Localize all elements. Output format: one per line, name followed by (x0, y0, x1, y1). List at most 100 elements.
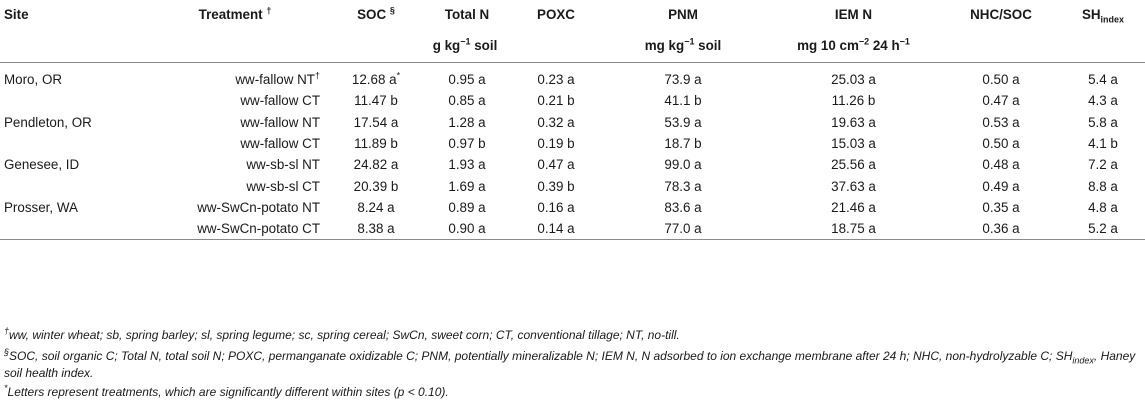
units-mg-per-area-time: mg 10 cm−2 24 h−1 (766, 28, 941, 63)
cell-total-n: 0.90 a (448, 221, 486, 237)
cell-soc: 12.68 a* (351, 70, 401, 88)
cell-site (0, 90, 150, 111)
cell-site (0, 175, 150, 196)
footnote-definitions: §SOC, soil organic C; Total N, total soi… (4, 347, 1136, 381)
cell-iem-n: 25.56 a (831, 157, 876, 173)
header-nhc-soc: NHC/SOC (970, 6, 1032, 22)
cell-poxc: 0.16 a (537, 199, 575, 215)
cell-total-n: 1.93 a (448, 157, 486, 173)
header-total-n: Total N (444, 6, 490, 22)
header-poxc: POXC (537, 6, 575, 22)
cell-treatment: ww-SwCn-potato CT (197, 221, 320, 237)
cell-total-n: 0.97 b (448, 136, 486, 152)
cell-total-n: 0.89 a (448, 199, 486, 215)
table-row: Moro, OR ww-fallow NT† 12.68 a* 0.95 a 0… (0, 69, 1145, 90)
table-row: ww-sb-sl CT 20.39 b 1.69 a 0.39 b 78.3 a… (0, 175, 1145, 196)
cell-nhc-soc: 0.36 a (982, 221, 1020, 237)
cell-sh-index: 5.2 a (1088, 221, 1118, 237)
cell-total-n: 0.95 a (448, 72, 486, 88)
cell-pnm: 78.3 a (664, 178, 702, 194)
units-g-per-kg: g kg−1 soil (330, 28, 600, 63)
cell-iem-n: 37.63 a (831, 178, 876, 194)
cell-site: Pendleton, OR (4, 114, 92, 130)
cell-pnm: 77.0 a (664, 221, 702, 237)
cell-iem-n: 19.63 a (831, 114, 876, 130)
cell-total-n: 1.69 a (448, 178, 486, 194)
header-row: Site Treatment † SOC § Total N POXC PNM … (0, 0, 1145, 28)
cell-poxc: 0.19 b (537, 136, 575, 152)
cell-treatment: ww-fallow NT (240, 114, 320, 130)
cell-soc: 20.39 b (353, 178, 399, 194)
cell-nhc-soc: 0.50 a (982, 72, 1020, 88)
footnote-significance: *Letters represent treatments, which are… (4, 383, 449, 400)
cell-treatment: ww-fallow CT (240, 136, 320, 152)
cell-pnm: 83.6 a (664, 199, 702, 215)
cell-pnm: 18.7 b (664, 136, 702, 152)
cell-iem-n: 18.75 a (831, 221, 876, 237)
cell-nhc-soc: 0.50 a (982, 136, 1020, 152)
units-mg-per-kg: mg kg−1 soil (608, 28, 758, 63)
header-site: Site (4, 6, 29, 22)
cell-treatment: ww-fallow CT (240, 93, 320, 109)
cell-sh-index: 4.3 a (1088, 93, 1118, 109)
table-row: ww-SwCn-potato CT 8.38 a 0.90 a 0.14 a 7… (0, 218, 1145, 240)
cell-treatment: ww-sb-sl NT (246, 157, 320, 173)
cell-pnm: 41.1 b (664, 93, 702, 109)
cell-iem-n: 15.03 a (831, 136, 876, 152)
cell-sh-index: 5.4 a (1088, 72, 1118, 88)
cell-nhc-soc: 0.53 a (982, 114, 1020, 130)
cell-soc: 8.24 a (357, 199, 395, 215)
header-pnm: PNM (668, 6, 698, 22)
cell-site (0, 218, 150, 240)
cell-soc: 8.38 a (357, 221, 395, 237)
cell-soc: 11.89 b (354, 136, 398, 152)
cell-nhc-soc: 0.48 a (982, 157, 1020, 173)
cell-poxc: 0.47 a (537, 157, 575, 173)
cell-sh-index: 5.8 a (1088, 114, 1118, 130)
cell-soc: 24.82 a (353, 157, 399, 173)
cell-poxc: 0.39 b (537, 178, 575, 194)
cell-poxc: 0.21 b (537, 93, 575, 109)
header-treatment: Treatment † (198, 5, 272, 22)
cell-site (0, 133, 150, 154)
cell-poxc: 0.32 a (537, 114, 575, 130)
cell-pnm: 53.9 a (664, 114, 702, 130)
cell-treatment: ww-SwCn-potato NT (197, 199, 320, 215)
cell-soc: 11.47 b (354, 93, 398, 109)
cell-sh-index: 7.2 a (1088, 157, 1118, 173)
header-sh-index: SHindex (1081, 6, 1125, 25)
table-row: ww-fallow CT 11.47 b 0.85 a 0.21 b 41.1 … (0, 90, 1145, 111)
cell-site: Prosser, WA (4, 199, 78, 215)
cell-nhc-soc: 0.47 a (982, 93, 1020, 109)
cell-sh-index: 8.8 a (1088, 178, 1118, 194)
cell-treatment: ww-sb-sl CT (246, 178, 320, 194)
cell-nhc-soc: 0.49 a (982, 178, 1020, 194)
cell-site: Moro, OR (4, 72, 63, 88)
table-row: ww-fallow CT 11.89 b 0.97 b 0.19 b 18.7 … (0, 133, 1145, 154)
cell-nhc-soc: 0.35 a (982, 199, 1020, 215)
units-row: g kg−1 soil mg kg−1 soil mg 10 cm−2 24 h… (0, 28, 1145, 63)
cell-pnm: 99.0 a (664, 157, 702, 173)
header-soc: SOC § (357, 5, 395, 22)
table-row: Genesee, ID ww-sb-sl NT 24.82 a 1.93 a 0… (0, 154, 1145, 175)
table-row: Prosser, WA ww-SwCn-potato NT 8.24 a 0.8… (0, 197, 1145, 218)
header-iem-n: IEM N (834, 6, 873, 22)
soil-health-table: Site Treatment † SOC § Total N POXC PNM … (0, 0, 1145, 240)
cell-poxc: 0.14 a (537, 221, 575, 237)
cell-pnm: 73.9 a (664, 72, 702, 88)
table-row: Pendleton, OR ww-fallow NT 17.54 a 1.28 … (0, 112, 1145, 133)
cell-iem-n: 25.03 a (831, 72, 876, 88)
table-footnotes: †ww, winter wheat; sb, spring barley; sl… (4, 327, 1139, 401)
cell-iem-n: 11.26 b (831, 93, 876, 109)
cell-sh-index: 4.8 a (1088, 199, 1118, 215)
cell-total-n: 0.85 a (448, 93, 486, 109)
cell-total-n: 1.28 a (448, 114, 486, 130)
cell-site: Genesee, ID (4, 157, 80, 173)
cell-poxc: 0.23 a (537, 72, 575, 88)
footnote-abbreviations: †ww, winter wheat; sb, spring barley; sl… (4, 326, 680, 343)
cell-iem-n: 21.46 a (831, 199, 876, 215)
cell-treatment: ww-fallow NT† (235, 70, 320, 88)
cell-sh-index: 4.1 b (1088, 136, 1118, 152)
cell-soc: 17.54 a (353, 114, 399, 130)
